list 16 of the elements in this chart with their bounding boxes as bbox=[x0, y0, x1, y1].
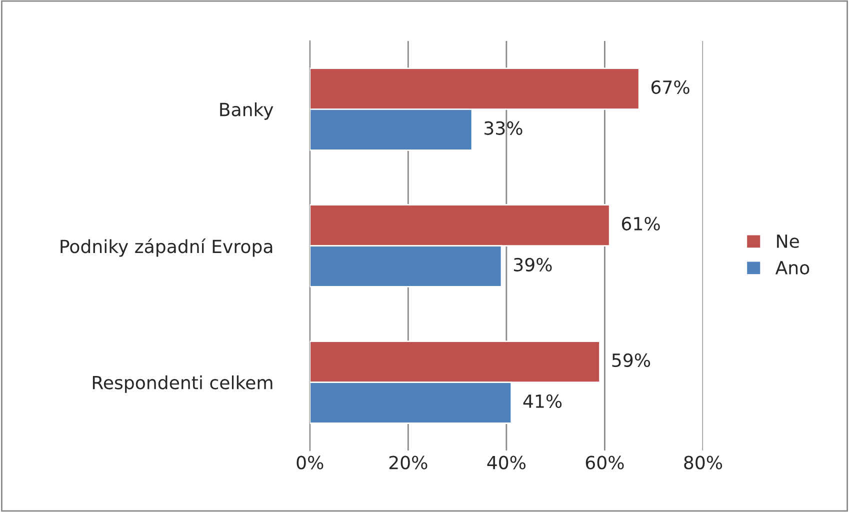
x-tick-label: 80% bbox=[684, 456, 722, 470]
data-label: 41% bbox=[523, 394, 562, 408]
data-label: 33% bbox=[484, 121, 522, 135]
data-label: 61% bbox=[622, 216, 660, 231]
x-tick-label: 60% bbox=[586, 456, 624, 470]
y-tick-label: Respondenti celkem bbox=[92, 375, 272, 393]
legend-label: Ne bbox=[777, 234, 799, 248]
data-label: 67% bbox=[651, 80, 690, 94]
data-label: 59% bbox=[612, 353, 650, 368]
x-tick-label: 0% bbox=[296, 456, 324, 470]
y-tick-label: Podniky západní Evropa bbox=[60, 238, 272, 257]
data-label: 39% bbox=[514, 258, 552, 272]
y-tick-label: Banky bbox=[220, 102, 274, 120]
x-tick-label: 20% bbox=[389, 456, 428, 470]
x-tick-label: 40% bbox=[487, 456, 526, 470]
legend-label: Ano bbox=[775, 261, 810, 274]
